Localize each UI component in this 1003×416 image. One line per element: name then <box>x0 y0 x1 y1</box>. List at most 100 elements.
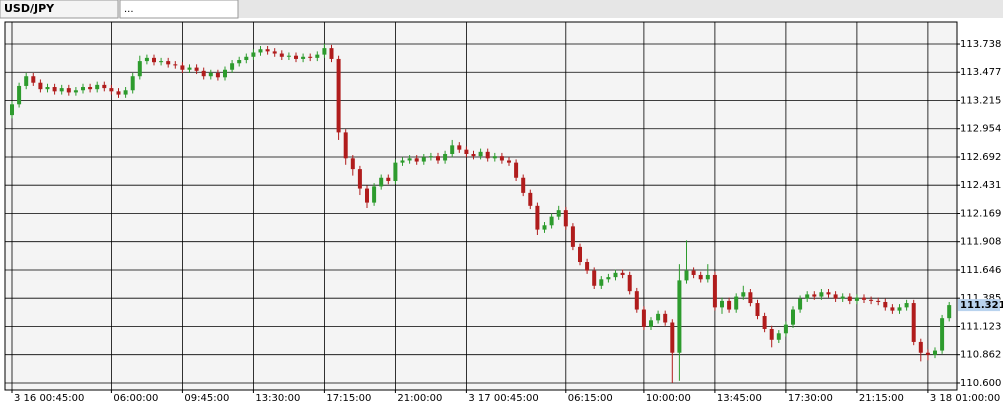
candle-body <box>649 320 653 327</box>
candle-body <box>542 225 547 230</box>
candle-body <box>578 246 582 263</box>
candle-body <box>776 333 781 340</box>
candle-body <box>144 57 149 62</box>
x-tick-label: 06:00:00 <box>113 393 158 404</box>
candle-body <box>862 297 866 300</box>
candle-body <box>755 303 760 317</box>
candle-body <box>10 104 14 116</box>
y-tick-label: 111.646 <box>960 265 1001 276</box>
candle-body <box>940 318 945 351</box>
candle-body <box>613 272 618 278</box>
tab[interactable] <box>119 0 239 19</box>
candle-body <box>315 54 320 58</box>
candle-body <box>684 270 689 281</box>
candle-body <box>400 160 405 163</box>
candle-body <box>308 56 313 58</box>
candle-body <box>31 76 36 83</box>
tab-label[interactable]: ... <box>124 4 134 15</box>
candle-body <box>620 272 625 275</box>
candle-body <box>854 297 859 301</box>
candle-body <box>485 151 490 159</box>
y-tick-label: 111.123 <box>960 321 1001 332</box>
candle-body <box>59 88 64 92</box>
y-tick-label: 111.908 <box>960 237 1001 248</box>
candle-body <box>492 156 497 159</box>
candle-body <box>251 52 256 57</box>
x-tick-label: 17:30:00 <box>788 393 833 404</box>
candle-body <box>812 294 817 297</box>
candle-body <box>372 186 377 203</box>
candle-body <box>791 309 795 325</box>
candle-body <box>585 262 590 271</box>
candle-body <box>343 132 348 159</box>
candle-body <box>272 51 277 54</box>
candle-body <box>769 328 774 340</box>
candle-body <box>734 296 739 310</box>
x-tick-label: 06:15:00 <box>568 393 613 404</box>
candle-body <box>464 149 469 154</box>
candle-body <box>322 48 327 55</box>
candle-body <box>137 61 142 77</box>
candle-body <box>925 352 930 355</box>
candle-body <box>556 210 561 217</box>
y-tick-label: 112.692 <box>960 152 1001 163</box>
candle-body <box>350 158 355 170</box>
candle-body <box>549 216 554 226</box>
y-tick-label: 112.954 <box>960 124 1001 135</box>
candle-body <box>329 48 334 59</box>
candle-body <box>208 72 213 77</box>
candle-body <box>727 300 732 310</box>
x-tick-label: 3 16 00:45:00 <box>14 393 84 404</box>
candle-body <box>52 87 57 92</box>
candle-body <box>819 292 824 297</box>
tab[interactable] <box>0 0 119 19</box>
candle-body <box>17 85 22 105</box>
candle-body <box>876 300 881 302</box>
candle-body <box>379 177 384 187</box>
candle-body <box>443 153 448 161</box>
candle-body <box>244 56 249 61</box>
candle-body <box>741 292 746 297</box>
candle-body <box>436 156 440 161</box>
y-tick-label: 110.862 <box>960 350 1001 361</box>
candle-body <box>152 57 156 63</box>
candle-body <box>641 309 646 327</box>
candle-body <box>201 70 206 77</box>
x-tick-label: 17:15:00 <box>326 393 371 404</box>
candle-body <box>187 67 192 70</box>
plot-area <box>4 21 958 391</box>
candle-body <box>279 53 284 57</box>
candle-body <box>421 157 426 162</box>
y-tick-label: 111.385 <box>960 293 1001 304</box>
candle-body <box>869 299 874 301</box>
tab-label[interactable]: USD/JPY <box>4 2 55 15</box>
candle-body <box>528 192 533 206</box>
candle-body <box>414 158 419 162</box>
candle-body <box>563 210 568 227</box>
candle-body <box>173 64 178 66</box>
candle-body <box>73 90 78 93</box>
candle-body <box>123 90 128 95</box>
candle-body <box>911 303 916 342</box>
candle-body <box>66 88 71 93</box>
candle-body <box>762 316 767 329</box>
candle-body <box>720 300 724 308</box>
candle-body <box>698 274 703 280</box>
candle-body <box>393 162 398 181</box>
candle-body <box>798 298 803 310</box>
last-price-box <box>958 299 1000 312</box>
y-tick-label: 112.169 <box>960 209 1001 220</box>
x-tick-label: 10:00:00 <box>646 393 691 404</box>
candle-body <box>521 177 526 193</box>
candle-body <box>677 280 682 353</box>
candle-body <box>890 307 895 311</box>
candle-body <box>656 313 661 321</box>
candle-body <box>933 350 937 355</box>
x-tick-label: 13:45:00 <box>717 393 762 404</box>
candle-body <box>634 291 639 310</box>
candle-body <box>365 188 369 203</box>
candle-body <box>386 177 391 181</box>
x-tick-label: 3 18 01:00:00 <box>930 393 1000 404</box>
